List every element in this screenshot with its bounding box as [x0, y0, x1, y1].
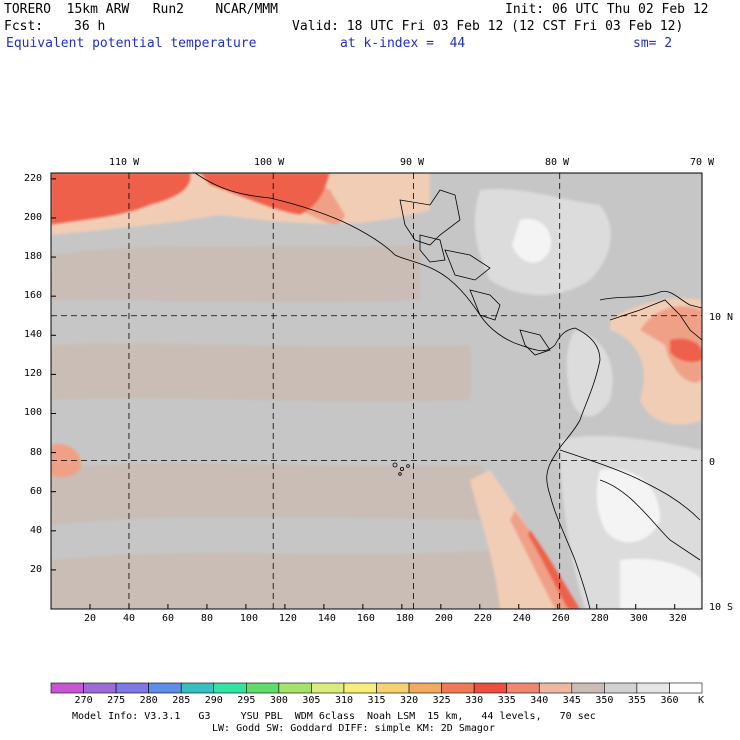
- lon-label-90w: 90 W: [400, 157, 425, 168]
- x-tick-label: 80: [200, 613, 213, 624]
- x-tick-label: 120: [278, 613, 297, 624]
- y-tick-label: 100: [24, 407, 43, 419]
- init-time: Init: 06 UTC Thu 02 Feb 12: [505, 2, 709, 17]
- y-tick-label: 20: [30, 563, 43, 575]
- colorbar-swatch: [343, 682, 377, 694]
- colorbar-swatch: [669, 682, 703, 694]
- x-tick-label: 100: [239, 613, 258, 624]
- y-tick-label: 40: [30, 524, 43, 536]
- colorbar-label: 320: [400, 695, 419, 706]
- y-tick-label: 60: [30, 485, 43, 497]
- colorbar-label: 300: [269, 695, 288, 706]
- colorbar-label: 310: [334, 695, 353, 706]
- lat-label-10n: 10 N: [709, 312, 734, 323]
- y-tick-label: 180: [24, 251, 43, 263]
- colorbar-swatch: [246, 682, 280, 694]
- x-tick-label: 20: [83, 613, 97, 624]
- x-tick-label: 40: [122, 613, 135, 624]
- colorbar-label: 325: [432, 695, 451, 706]
- x-tick-label: 300: [629, 613, 648, 624]
- colorbar-label: 335: [497, 695, 516, 706]
- colorbar-swatch: [636, 682, 670, 694]
- colorbar-label: 270: [74, 695, 93, 706]
- level-label: at k-index = 44: [340, 36, 466, 51]
- colorbar-swatch: [604, 682, 638, 694]
- colorbar-label: 315: [367, 695, 386, 706]
- colorbar-swatch: [50, 682, 84, 694]
- forecast-label: Fcst:: [4, 19, 44, 34]
- y-tick-label: 80: [30, 446, 43, 458]
- colorbar-swatch: [278, 682, 312, 694]
- colorbar-label: 275: [107, 695, 126, 706]
- colorbar-swatch: [376, 682, 410, 694]
- y-tick-label: 220: [24, 172, 43, 184]
- model-run-title: TORERO 15km ARW Run2 NCAR/MMM: [4, 2, 278, 17]
- colorbar-swatch: [213, 682, 247, 694]
- model-info-line: Model Info: V3.3.1 G3 YSU PBL WDM 6class…: [72, 711, 596, 722]
- y-tick-label: 200: [24, 211, 43, 223]
- lon-label-100w: 100 W: [254, 157, 285, 168]
- colorbar-swatch: [538, 682, 573, 694]
- physics-info-line: LW: Godd SW: Goddard DIFF: simple KM: 2D…: [212, 723, 495, 734]
- y-tick-label: 140: [24, 329, 43, 341]
- axis-ticks: [51, 178, 676, 609]
- colorbar-unit: K: [698, 695, 705, 706]
- colorbar-label: 280: [139, 695, 158, 706]
- colorbar-label: 295: [237, 695, 256, 706]
- lat-label-0: 0: [709, 457, 716, 468]
- x-tick-label: 180: [395, 613, 414, 624]
- colorbar-swatch: [506, 682, 540, 694]
- colorbar-label: 360: [660, 695, 679, 706]
- colorbar-swatch: [83, 682, 117, 694]
- lon-label-110w: 110 W: [109, 157, 140, 168]
- colorbar-swatch: [473, 682, 507, 694]
- colorbar-swatch: [441, 682, 475, 694]
- plot-border: [50, 172, 703, 610]
- smoothing-label: sm= 2: [633, 36, 673, 51]
- colorbar-swatch: [408, 682, 442, 694]
- lon-label-80w: 80 W: [545, 157, 570, 168]
- colorbar-swatch: [148, 682, 182, 694]
- coastlines: [194, 173, 702, 609]
- colorbar-label: 340: [530, 695, 549, 706]
- colorbar-swatch: [180, 682, 215, 694]
- colorbar-label: 355: [627, 695, 646, 706]
- x-tick-label: 220: [473, 613, 492, 624]
- colorbar-label: 330: [465, 695, 484, 706]
- colorbar-swatch: [571, 682, 605, 694]
- colorbar-label: 345: [562, 695, 581, 706]
- field-name: Equivalent potential temperature: [6, 36, 257, 51]
- x-tick-label: 140: [317, 613, 336, 624]
- lat-lon-grid: [51, 173, 702, 609]
- y-tick-label: 120: [24, 368, 43, 380]
- colorbar-swatch: [115, 682, 149, 694]
- x-tick-label: 160: [356, 613, 375, 624]
- x-tick-label: 260: [551, 613, 570, 624]
- forecast-hours: 36 h: [74, 19, 106, 34]
- x-tick-label: 200: [434, 613, 453, 624]
- lat-label-10s: 10 S: [709, 602, 734, 613]
- field-shading: [51, 173, 702, 609]
- lon-label-70w: 70 W: [690, 157, 715, 168]
- colorbar-swatch: [311, 682, 345, 694]
- y-tick-label: 160: [24, 290, 43, 302]
- colorbar-label: 305: [302, 695, 321, 706]
- x-tick-label: 280: [590, 613, 609, 624]
- valid-time: Valid: 18 UTC Fri 03 Feb 12 (12 CST Fri …: [292, 19, 684, 34]
- x-tick-label: 60: [161, 613, 174, 624]
- x-tick-label: 320: [668, 613, 687, 624]
- colorbar-label: 285: [172, 695, 191, 706]
- colorbar-label: 350: [595, 695, 614, 706]
- colorbar-label: 290: [204, 695, 223, 706]
- x-tick-label: 240: [512, 613, 531, 624]
